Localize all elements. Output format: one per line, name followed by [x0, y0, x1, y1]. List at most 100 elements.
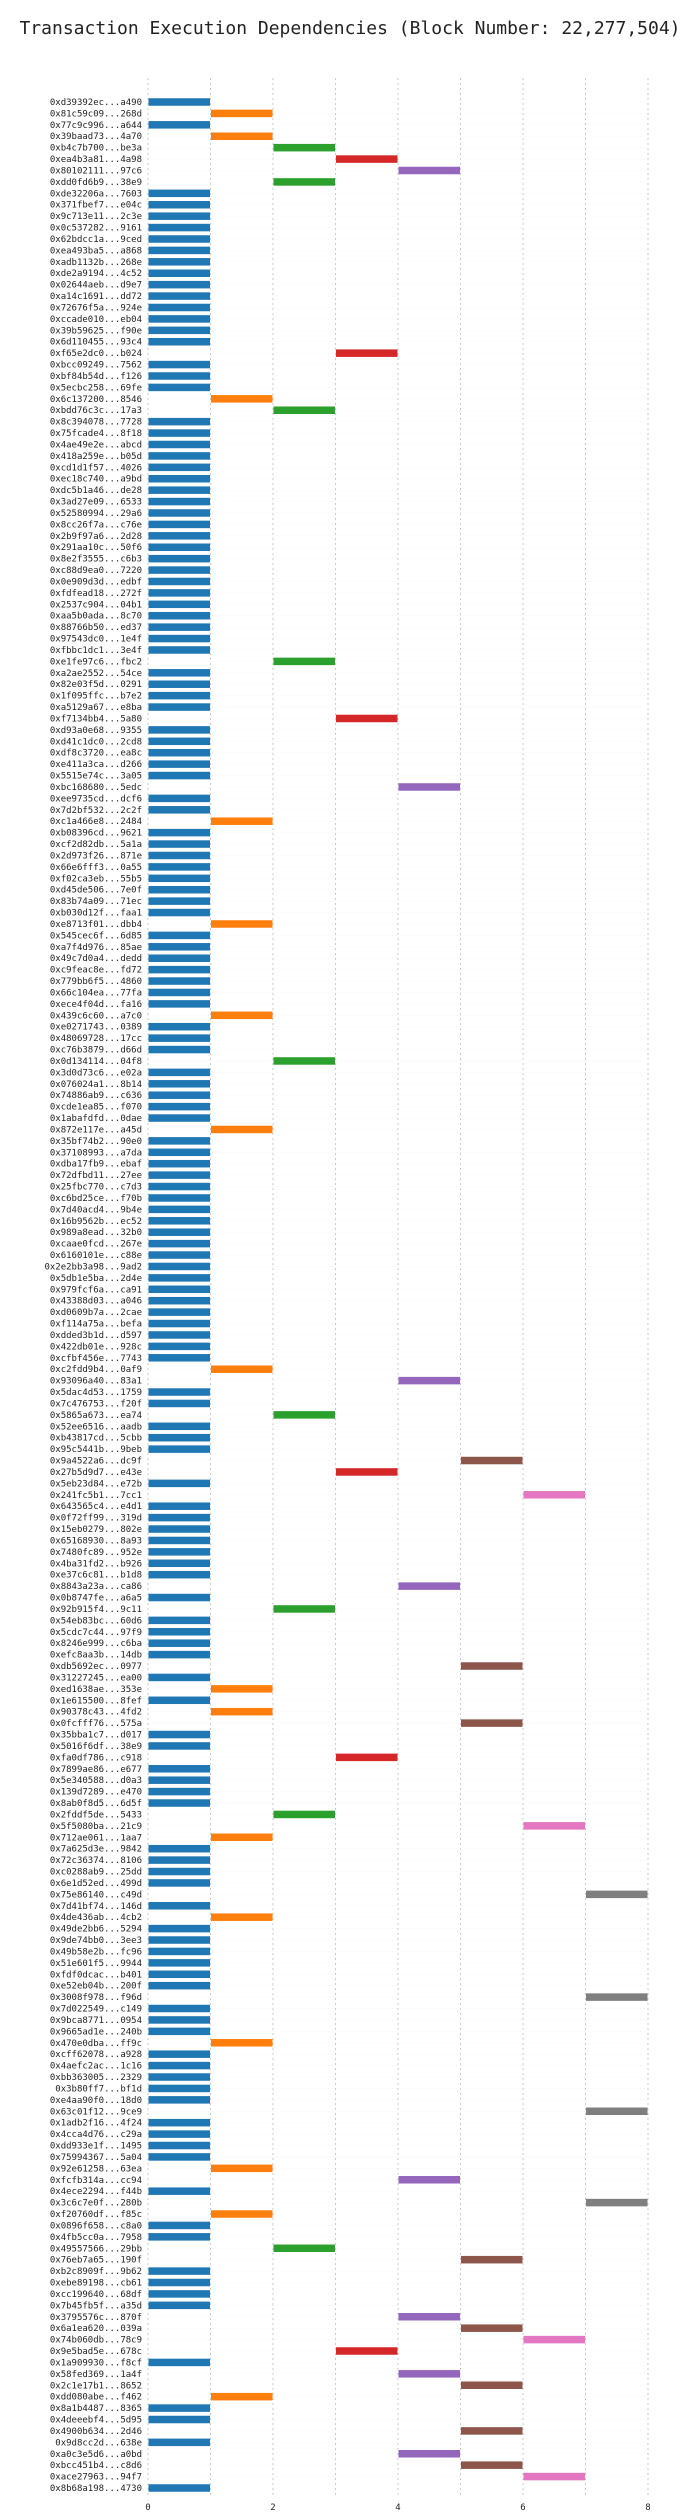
dependency-bar [148, 258, 210, 266]
y-tick-label: 0xdded3b1d...d597 [50, 1331, 142, 1341]
dependency-bar [148, 1593, 210, 1602]
dependency-bar [211, 1913, 273, 1921]
y-tick-label: 0x92b915f4...9c11 [50, 1605, 142, 1615]
y-tick-label: 0x3d0d73c6...e02a [50, 1068, 142, 1078]
y-tick-label: 0x62bdcc1a...9ced [50, 235, 142, 245]
y-tick-label: 0xc1a466e8...2484 [50, 817, 142, 827]
dependency-bar [148, 1981, 210, 1990]
dependency-bar [148, 1787, 210, 1796]
y-tick-label: 0x139d7289...e470 [50, 1788, 142, 1798]
y-tick-label: 0xcde1ea85...f070 [50, 1103, 142, 1113]
y-tick-label: 0xc2fdd9b4...0af9 [50, 1365, 142, 1375]
dependency-bar [148, 1000, 210, 1008]
y-tick-label: 0xadb1132b...268e [50, 258, 142, 268]
y-tick-label: 0x9de74bb0...3ee3 [50, 1936, 142, 1946]
dependency-bar [336, 2347, 398, 2355]
x-tick-label: 8 [645, 2503, 650, 2513]
y-tick-label: 0xb030d12f...faa1 [50, 909, 142, 919]
y-tick-label: 0x3795576c...870f [50, 2313, 142, 2323]
dependency-bar [148, 1856, 210, 1864]
dependency-bar [148, 121, 210, 129]
y-tick-label: 0x1adb2f16...4f24 [50, 2119, 142, 2129]
dependency-bar [398, 783, 460, 791]
y-tick-label: 0x72676f5a...924e [50, 303, 142, 313]
y-tick-label: 0x8ab0f8d5...6d5f [50, 1799, 142, 1809]
y-tick-label: 0xe4aa90f0...18d0 [50, 2096, 142, 2106]
dependency-bar [148, 2096, 210, 2104]
y-tick-label: 0xe8713f01...dbb4 [50, 920, 142, 930]
y-tick-label: 0xbf84b54d...f126 [50, 372, 142, 382]
dependency-bar [148, 1502, 210, 1510]
dependency-bar [211, 1707, 273, 1716]
dependency-bar [211, 1365, 273, 1373]
y-tick-label: 0x2b9f97a6...2d28 [50, 532, 142, 542]
x-tick-label: 6 [520, 2503, 525, 2513]
dependency-bar [148, 1844, 210, 1853]
dependency-bar [398, 1582, 460, 1590]
y-tick-label: 0x8b68a198...4730 [50, 2484, 142, 2494]
dependency-bar [148, 2027, 210, 2036]
dependency-bar [148, 383, 210, 392]
y-tick-label: 0x72c36374...8106 [50, 1856, 142, 1866]
dependency-bar [148, 1696, 210, 1705]
y-tick-label: 0xf65e2dc0...b024 [50, 349, 142, 359]
dependency-bar [398, 2370, 460, 2378]
y-tick-label: 0x1a909930...f8cf [50, 2358, 142, 2368]
dependency-bar [461, 2381, 523, 2390]
y-tick-label: 0xb43817cd...5cbb [50, 1434, 142, 1444]
dependency-bar [148, 680, 210, 688]
y-tick-label: 0x83b74a09...71ec [50, 897, 142, 907]
y-tick-label: 0x16b9562b...ec52 [50, 1217, 142, 1227]
y-tick-label: 0x2fddf5de...5433 [50, 1810, 142, 1820]
y-tick-label: 0x63c01f12...9ce9 [50, 2107, 142, 2117]
dependency-bar [148, 1399, 210, 1408]
y-tick-label: 0xdba17fb9...ebaf [50, 1160, 142, 1170]
y-tick-label: 0xc88d9ea0...7220 [50, 566, 142, 576]
dependency-bar [211, 1685, 273, 1693]
y-tick-label: 0xea4b3a81...4a98 [50, 155, 142, 165]
dependency-bar [273, 657, 335, 666]
y-tick-label: 0x439c6c60...a7c0 [50, 1011, 142, 1021]
dependency-bar [148, 2084, 210, 2093]
dependency-bar [148, 1650, 210, 1659]
y-tick-label: 0xebe89198...cb61 [50, 2279, 142, 2289]
dependency-bar [211, 395, 273, 403]
y-tick-label: 0x5865a673...ea74 [50, 1411, 142, 1421]
y-tick-label: 0x4ae49e2e...abcd [50, 440, 142, 450]
dependency-bar [148, 474, 210, 483]
y-tick-label: 0xf114a75a...befa [50, 1320, 142, 1330]
dependency-bar [211, 2039, 273, 2047]
y-tick-label: 0x9a4522a6...dc9f [50, 1457, 142, 1467]
y-tick-label: 0x4fb5cc0a...7958 [50, 2233, 142, 2243]
x-tick-label: 0 [145, 2503, 150, 2513]
dependency-bar [148, 2130, 210, 2138]
dependency-bar [148, 1879, 210, 1887]
dependency-bar [148, 646, 210, 654]
dependency-bar [148, 1548, 210, 1556]
dependency-bar [148, 235, 210, 243]
dependency-bar [336, 155, 398, 163]
y-tick-label: 0xdb5692ec...0977 [50, 1662, 142, 1672]
dependency-bar [148, 1274, 210, 1282]
y-tick-label: 0x418a259e...b05d [50, 452, 142, 462]
dependency-bar [398, 2176, 460, 2184]
y-tick-label: 0x8843a23a...ca86 [50, 1582, 142, 1592]
y-tick-label: 0x9e5bad5e...678c [50, 2347, 142, 2357]
y-tick-label: 0x2c1e17b1...8652 [50, 2381, 142, 2391]
dependency-bar [586, 1993, 648, 2001]
y-tick-label: 0x291aa10c...50f6 [50, 543, 142, 553]
dependency-bar [148, 1034, 210, 1042]
dependency-bar [148, 885, 210, 894]
dependency-bar [148, 2438, 210, 2447]
y-tick-label: 0xfcfb314a...cc94 [50, 2176, 142, 2186]
y-tick-label: 0x31227245...ea00 [50, 1673, 142, 1683]
y-tick-label: 0xc76b3879...d66d [50, 1046, 142, 1056]
y-tick-label: 0xbcc451b4...c8d6 [50, 2461, 142, 2471]
dependency-bar [148, 2061, 210, 2070]
y-tick-label: 0xf7134bb4...5a80 [50, 714, 142, 724]
y-tick-label: 0xdc5b1a46...de28 [50, 486, 142, 496]
y-tick-label: 0x4de436ab...4cb2 [50, 1913, 142, 1923]
dependency-bar [148, 2358, 210, 2367]
dependency-bar [148, 600, 210, 609]
dependency-bar [461, 2427, 523, 2435]
